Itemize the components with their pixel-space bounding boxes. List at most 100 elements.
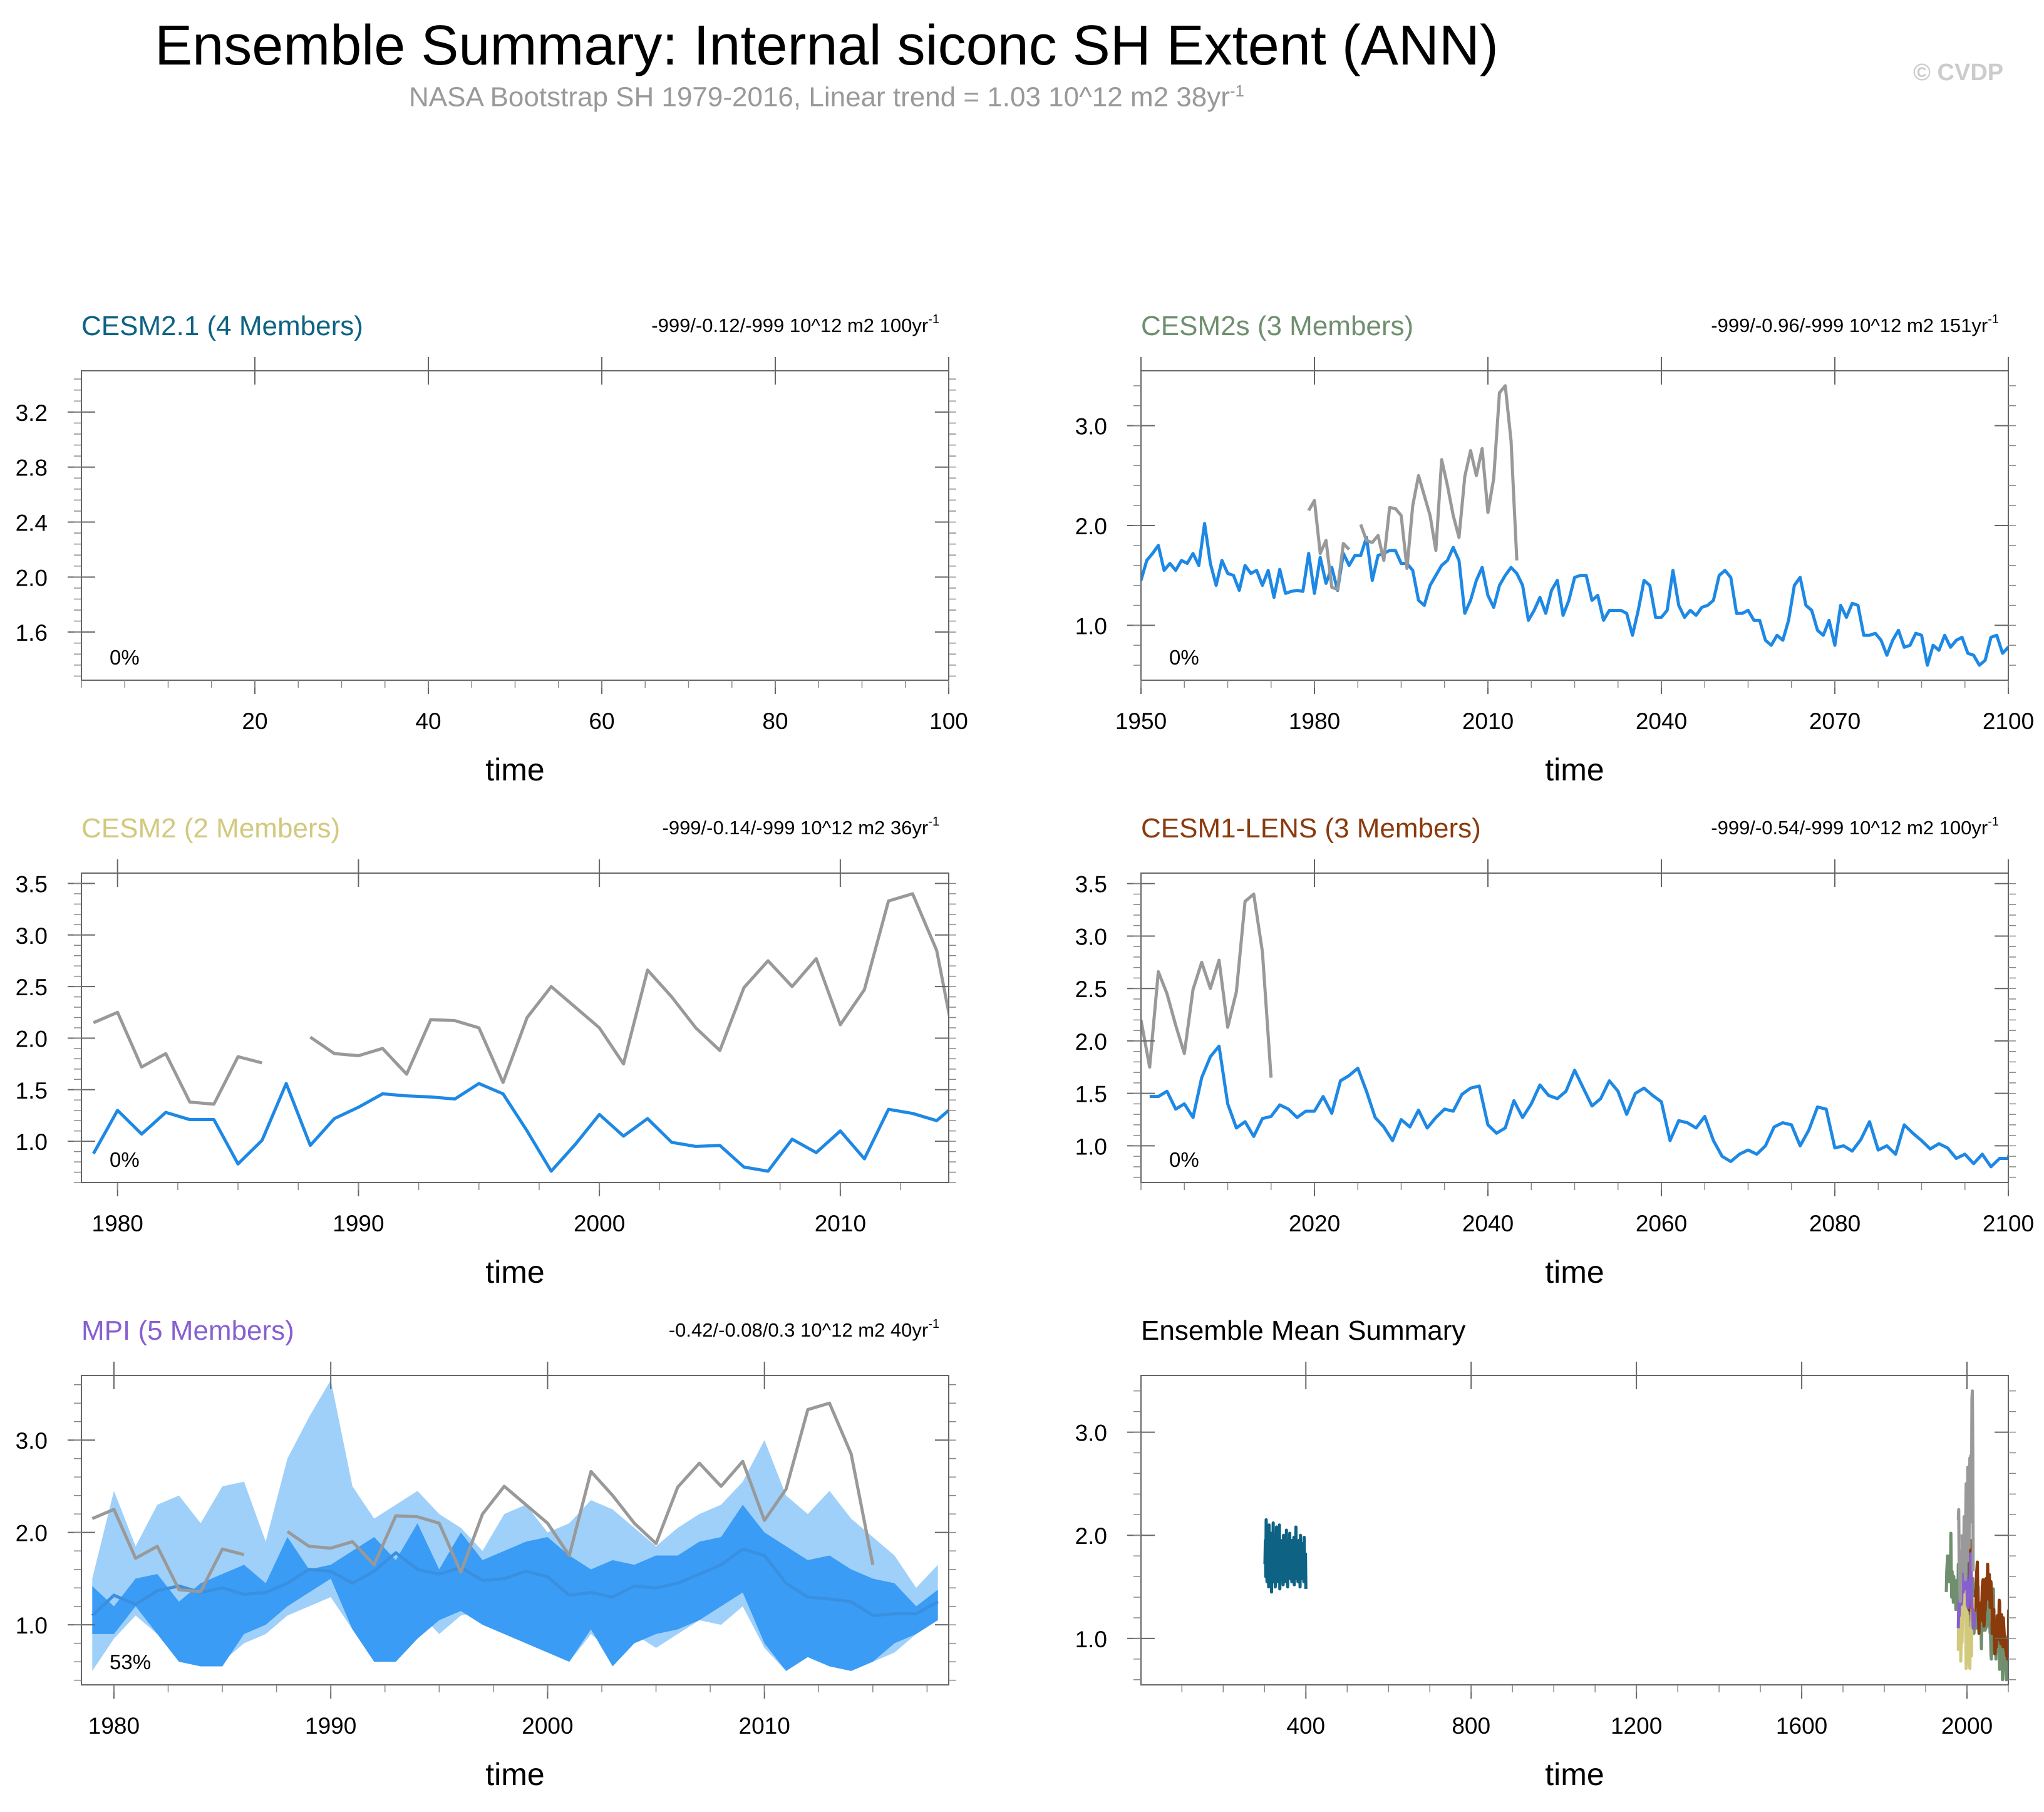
plot-area bbox=[92, 892, 949, 1173]
x-axis-label: time bbox=[1545, 1255, 1604, 1290]
plot-frame bbox=[81, 1375, 949, 1685]
panel-stats: -0.42/-0.08/0.3 10^12 m2 40yr-1 bbox=[669, 1317, 939, 1341]
x-tick-label: 2100 bbox=[1983, 708, 2034, 734]
panel-stats-sup: -1 bbox=[928, 1317, 939, 1331]
x-axis-label: time bbox=[485, 752, 544, 787]
y-tick-label: 2.0 bbox=[16, 1026, 48, 1052]
panel-stats: -999/-0.14/-999 10^12 m2 36yr-1 bbox=[663, 815, 940, 839]
y-tick-label: 1.0 bbox=[16, 1129, 48, 1155]
panel-stats-text: -0.42/-0.08/0.3 10^12 m2 40yr bbox=[669, 1319, 928, 1341]
series-line-ensemble-mean bbox=[1141, 522, 2008, 667]
x-axis-label: time bbox=[485, 1255, 544, 1290]
percent-annotation: 0% bbox=[110, 1148, 140, 1171]
y-tick-label: 2.0 bbox=[16, 565, 48, 591]
y-tick-label: 3.5 bbox=[1075, 872, 1107, 898]
x-tick-label: 1990 bbox=[333, 1211, 384, 1236]
x-tick-label: 1200 bbox=[1611, 1713, 1662, 1739]
series-line-observations bbox=[1359, 384, 1519, 571]
series-line-ensemble-mean bbox=[91, 1547, 939, 1617]
plot-frame bbox=[1140, 872, 2009, 1183]
x-tick-label: 80 bbox=[762, 708, 788, 734]
x-axis-label: time bbox=[1545, 1757, 1604, 1792]
panel-title: CESM1-LENS (3 Members) bbox=[1141, 813, 1481, 844]
y-tick-label: 2.5 bbox=[16, 975, 48, 1000]
chart-panel-2: CESM2s (3 Members) -999/-0.96/-999 10^12 … bbox=[1075, 311, 2035, 787]
percent-annotation: 53% bbox=[110, 1650, 151, 1674]
x-tick-label: 2040 bbox=[1636, 708, 1687, 734]
series-line-observations bbox=[1960, 1389, 1975, 1582]
x-tick-label: 2000 bbox=[522, 1713, 573, 1739]
panel-stats-sup: -1 bbox=[928, 815, 939, 829]
series-line-observations bbox=[1141, 892, 1273, 1078]
panel-stats-text: -999/-0.54/-999 10^12 m2 100yr bbox=[1711, 817, 1988, 839]
y-tick-label: 1.5 bbox=[16, 1078, 48, 1104]
x-tick-label: 800 bbox=[1452, 1713, 1490, 1739]
y-tick-label: 3.0 bbox=[16, 923, 48, 949]
plot-frame bbox=[81, 370, 949, 681]
panel-stats: -999/-0.96/-999 10^12 m2 151yr-1 bbox=[1711, 313, 1999, 336]
plot-frame bbox=[1140, 370, 2009, 681]
figure-subtitle: NASA Bootstrap SH 1979-2016, Linear tren… bbox=[0, 81, 1653, 113]
series-line-observations bbox=[1307, 499, 1351, 591]
y-tick-label: 3.0 bbox=[1075, 414, 1107, 440]
panel-stats-text: -999/-0.12/-999 10^12 m2 100yr bbox=[651, 314, 928, 336]
series-line-cesm2-1 bbox=[1263, 1518, 1308, 1594]
x-tick-label: 2080 bbox=[1809, 1211, 1861, 1236]
panel-title: CESM2s (3 Members) bbox=[1141, 311, 1413, 341]
subtitle-sup: -1 bbox=[1229, 81, 1245, 100]
x-tick-label: 400 bbox=[1286, 1713, 1325, 1739]
y-tick-label: 1.5 bbox=[1075, 1082, 1107, 1107]
percent-annotation: 0% bbox=[1169, 646, 1199, 669]
y-tick-label: 2.5 bbox=[1075, 976, 1107, 1002]
panel-stats: -999/-0.12/-999 10^12 m2 100yr-1 bbox=[651, 313, 939, 336]
chart-panel-3: CESM2 (2 Members) -999/-0.14/-999 10^12 m… bbox=[16, 813, 956, 1290]
series-line-observations bbox=[91, 1508, 245, 1593]
series-line-observations bbox=[1956, 1508, 1963, 1603]
x-tick-label: 1990 bbox=[305, 1713, 356, 1739]
x-tick-label: 1600 bbox=[1776, 1713, 1827, 1739]
chart-panel-4: CESM1-LENS (3 Members) -999/-0.54/-999 10… bbox=[1075, 813, 2035, 1290]
chart-panel-1: CESM2.1 (4 Members) -999/-0.12/-999 10^12… bbox=[16, 311, 968, 787]
series-line-ensemble-mean bbox=[92, 1082, 949, 1173]
chart-panel-6: Ensemble Mean Summary 1.0 2.0 3.0 400 800 1200… bbox=[1075, 1315, 2016, 1792]
panel-title: CESM2.1 (4 Members) bbox=[81, 311, 363, 341]
y-tick-label: 1.0 bbox=[16, 1613, 48, 1639]
y-tick-label: 2.0 bbox=[1075, 514, 1107, 539]
x-tick-label: 40 bbox=[415, 708, 441, 734]
plot-frame bbox=[81, 872, 949, 1183]
panel-title: CESM2 (2 Members) bbox=[81, 813, 340, 844]
y-tick-label: 2.0 bbox=[1075, 1523, 1107, 1549]
y-tick-label: 1.0 bbox=[1075, 1627, 1107, 1652]
x-tick-label: 60 bbox=[589, 708, 614, 734]
y-tick-label: 3.0 bbox=[16, 1428, 48, 1454]
x-tick-label: 2070 bbox=[1809, 708, 1861, 734]
x-axis-label: time bbox=[485, 1757, 544, 1792]
x-tick-label: 2020 bbox=[1289, 1211, 1340, 1236]
series-line-observations bbox=[286, 1401, 875, 1574]
panel-stats-text: -999/-0.14/-999 10^12 m2 36yr bbox=[663, 817, 929, 839]
x-tick-label: 2010 bbox=[1462, 708, 1514, 734]
panel-stats-sup: -1 bbox=[1988, 815, 1999, 829]
percent-annotation: 0% bbox=[1169, 1148, 1199, 1171]
panel-stats: -999/-0.54/-999 10^12 m2 100yr-1 bbox=[1711, 815, 1999, 839]
series-line-cesm2 bbox=[1956, 1579, 1975, 1670]
plot-area bbox=[1263, 1389, 2008, 1682]
x-tick-label: 2000 bbox=[1941, 1713, 1993, 1739]
y-tick-label: 2.4 bbox=[16, 510, 48, 536]
y-tick-label: 1.6 bbox=[16, 620, 48, 646]
panel-stats-sup: -1 bbox=[1988, 313, 1999, 326]
panel-title: Ensemble Mean Summary bbox=[1141, 1315, 1465, 1346]
panel-stats-text: -999/-0.96/-999 10^12 m2 151yr bbox=[1711, 314, 1988, 336]
panel-stats-sup: -1 bbox=[928, 313, 939, 326]
copyright-label: © CVDP bbox=[1913, 60, 2004, 86]
x-tick-label: 1950 bbox=[1115, 708, 1167, 734]
series-line-observations bbox=[93, 1010, 263, 1106]
series-line-ensemble-mean bbox=[1149, 1044, 2008, 1169]
spread-band-inner bbox=[92, 1504, 938, 1671]
x-tick-label: 20 bbox=[242, 708, 267, 734]
y-tick-label: 2.0 bbox=[16, 1521, 48, 1546]
x-tick-label: 2000 bbox=[574, 1211, 625, 1236]
x-tick-label: 2010 bbox=[739, 1713, 790, 1739]
y-tick-label: 3.2 bbox=[16, 400, 48, 426]
